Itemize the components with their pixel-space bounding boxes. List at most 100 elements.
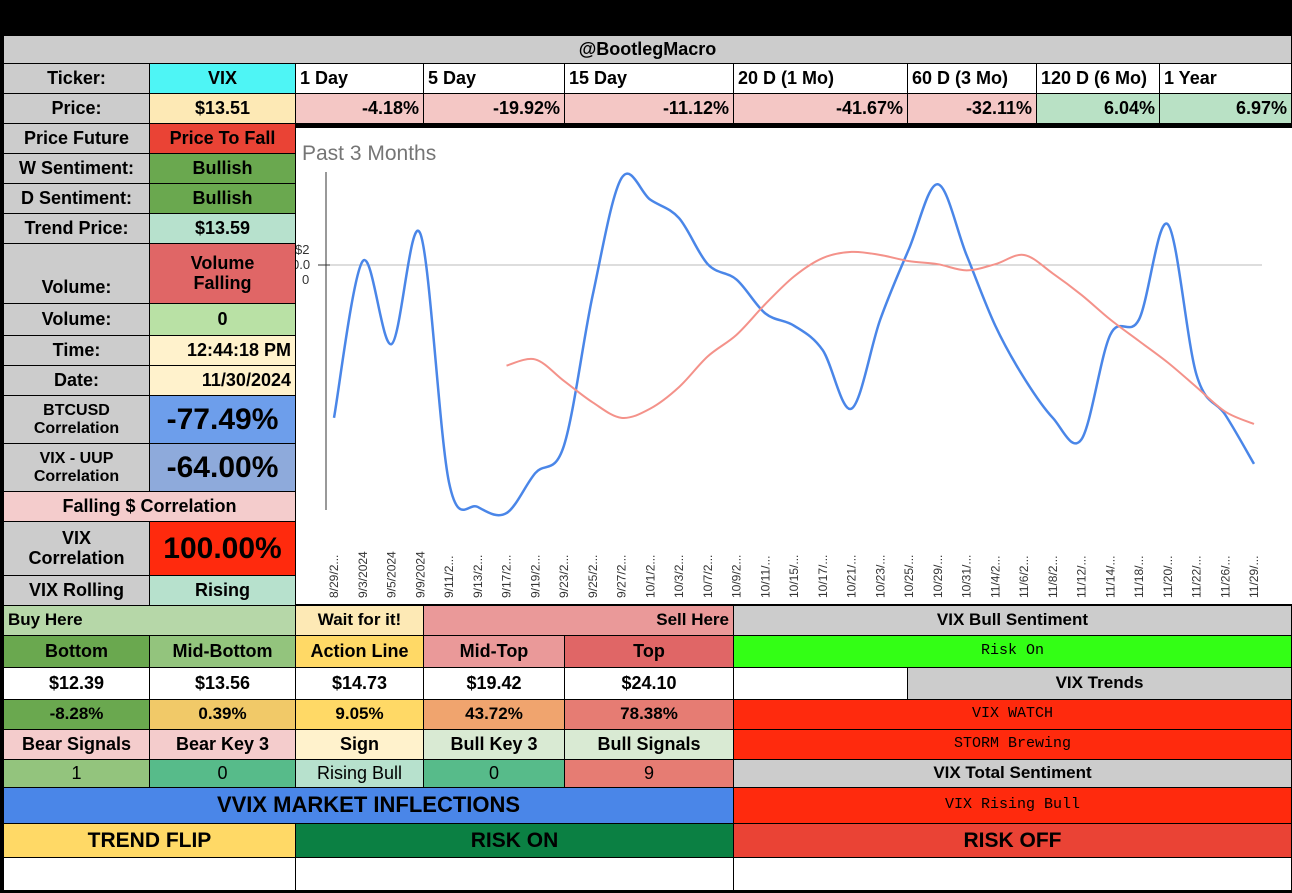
ticker-label: Ticker: <box>4 64 150 94</box>
uup-label-line1: VIX - UUP <box>39 449 114 467</box>
level-price-mid-bottom: $13.56 <box>150 668 296 700</box>
signal-value-bear-signals: 1 <box>4 760 150 788</box>
x-tick-label: 9/27/2... <box>615 555 629 598</box>
date-label: Date: <box>4 366 150 396</box>
period-1-day: 1 Day <box>296 64 424 94</box>
vix-trends-title: VIX Trends <box>908 668 1292 700</box>
x-tick-label: 10/17/... <box>816 555 830 598</box>
level-header-mid-bottom: Mid-Bottom <box>150 636 296 668</box>
trend-price-label: Trend Price: <box>4 214 150 244</box>
d-sentiment-label: D Sentiment: <box>4 184 150 214</box>
time-label: Time: <box>4 336 150 366</box>
trend-price-value: $13.59 <box>150 214 296 244</box>
x-tick-label: 10/7/2... <box>701 555 715 598</box>
x-tick-label: 10/1/2... <box>643 555 657 598</box>
x-tick-label: 11/4/2... <box>988 556 1002 598</box>
y-tick-label-2: 0.0 <box>296 257 310 272</box>
level-pct-top: 78.38% <box>565 700 734 730</box>
series-2-line <box>506 250 1255 425</box>
chart-title: Past 3 Months <box>302 142 436 165</box>
price-future-label: Price Future <box>4 124 150 154</box>
buy-here-label: Buy Here <box>4 606 296 636</box>
x-tick-label: 10/21/... <box>845 555 859 598</box>
period-15-day: 15 Day <box>565 64 734 94</box>
x-tick-label: 11/20/... <box>1161 556 1175 598</box>
level-header-mid-top: Mid-Top <box>424 636 565 668</box>
signal-header-bull-key-3: Bull Key 3 <box>424 730 565 760</box>
price-label: Price: <box>4 94 150 124</box>
inflections-title: VVIX MARKET INFLECTIONS <box>4 788 734 824</box>
change-1-day: -4.18% <box>296 94 424 124</box>
x-tick-label: 9/19/2... <box>528 555 542 598</box>
x-tick-label: 10/31/... <box>960 555 974 598</box>
x-tick-label: 10/15/... <box>787 555 801 598</box>
x-tick-label: 10/23/... <box>873 555 887 598</box>
uup-correlation-label: VIX - UUP Correlation <box>4 444 150 492</box>
trend-flip-value <box>4 858 296 891</box>
vix-correlation-value: 100.00% <box>150 522 296 576</box>
x-tick-label: 9/9/2024 <box>413 551 427 598</box>
volume-label: Volume: <box>4 304 150 336</box>
x-tick-label: 11/22/... <box>1190 556 1204 598</box>
signal-value-bear-key-3: 0 <box>150 760 296 788</box>
vix-corr-label-line2: Correlation <box>28 547 125 568</box>
signal-header-bear-signals: Bear Signals <box>4 730 150 760</box>
volume-trend-value: Volume Falling <box>150 244 296 304</box>
price-value: $13.51 <box>150 94 296 124</box>
x-tick-label: 10/29/... <box>931 555 945 598</box>
signal-header-sign: Sign <box>296 730 424 760</box>
volume-trend-line2: Falling <box>193 272 252 293</box>
period-60-day: 60 D (3 Mo) <box>908 64 1037 94</box>
rising-bull-status: VIX Rising Bull <box>734 788 1292 824</box>
signal-value-bull-key-3: 0 <box>424 760 565 788</box>
change-20-day: -41.67% <box>734 94 908 124</box>
x-tick-label: 8/29/2... <box>327 555 341 598</box>
date-value: 11/30/2024 <box>150 366 296 396</box>
level-header-bottom: Bottom <box>4 636 150 668</box>
period-5-day: 5 Day <box>424 64 565 94</box>
x-tick-label: 11/14/... <box>1103 556 1117 598</box>
level-price-action-line: $14.73 <box>296 668 424 700</box>
x-axis-labels: 8/29/2... 9/3/2024 9/5/2024 9/9/2024 9/11/2.… <box>327 551 1261 598</box>
y-tick-label-1: $2 <box>296 242 309 257</box>
wait-label: Wait for it! <box>296 606 424 636</box>
period-20-day: 20 D (1 Mo) <box>734 64 908 94</box>
price-future-value: Price To Fall <box>150 124 296 154</box>
level-price-top: $24.10 <box>565 668 734 700</box>
signal-value-bull-signals: 9 <box>565 760 734 788</box>
x-tick-label: 10/25/... <box>902 555 916 598</box>
x-tick-label: 9/23/2... <box>557 555 571 598</box>
x-tick-label: 11/29/... <box>1247 556 1261 598</box>
period-120-day: 120 D (6 Mo) <box>1037 64 1160 94</box>
uup-correlation-value: -64.00% <box>150 444 296 492</box>
trend-flip-header: TREND FLIP <box>4 824 296 858</box>
volume-trend-line1: Volume <box>190 252 255 273</box>
btc-correlation-label: BTCUSD Correlation <box>4 396 150 444</box>
total-sentiment-title: VIX Total Sentiment <box>734 760 1292 788</box>
change-120-day: 6.04% <box>1037 94 1160 124</box>
x-tick-label: 9/17/2... <box>500 555 514 598</box>
change-60-day: -32.11% <box>908 94 1037 124</box>
change-15-day: -11.12% <box>565 94 734 124</box>
ticker-value[interactable]: VIX <box>150 64 296 94</box>
level-header-action-line: Action Line <box>296 636 424 668</box>
x-tick-label: 10/3/2... <box>672 555 686 598</box>
vix-corr-label-line1: VIX <box>61 527 91 548</box>
risk-on-header: RISK ON <box>296 824 734 858</box>
sheet-title: @BootlegMacro <box>4 36 1292 64</box>
uup-label-line2: Correlation <box>33 467 120 485</box>
x-tick-label: 10/11/... <box>758 556 772 598</box>
vix-watch-status: VIX WATCH <box>734 700 1292 730</box>
d-sentiment-value: Bullish <box>150 184 296 214</box>
vix-rolling-label: VIX Rolling <box>4 576 150 606</box>
btc-label-line2: Correlation <box>33 419 120 437</box>
level-pct-bottom: -8.28% <box>4 700 150 730</box>
risk-off-value <box>734 858 1292 891</box>
bull-sentiment-title: VIX Bull Sentiment <box>734 606 1292 636</box>
x-tick-label: 9/5/2024 <box>385 551 399 598</box>
w-sentiment-value: Bullish <box>150 154 296 184</box>
period-1-year: 1 Year <box>1160 64 1292 94</box>
level-price-mid-top: $19.42 <box>424 668 565 700</box>
vix-correlation-label: VIX Correlation <box>4 522 150 576</box>
change-1-year: 6.97% <box>1160 94 1292 124</box>
